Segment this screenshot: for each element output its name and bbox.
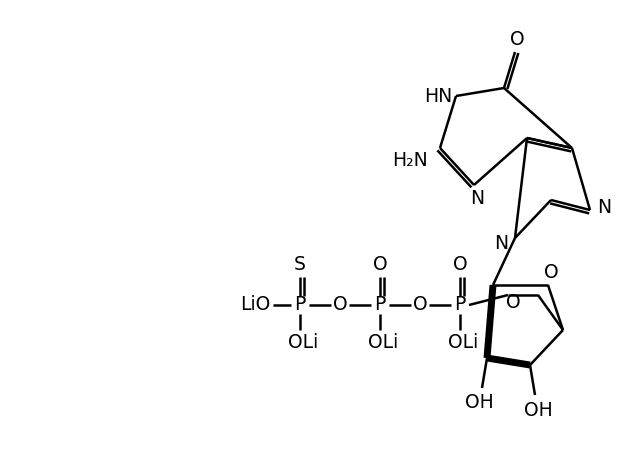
Text: OLi: OLi: [288, 333, 318, 353]
Text: O: O: [506, 294, 520, 313]
Text: N: N: [597, 199, 611, 218]
Text: HN: HN: [424, 87, 452, 106]
Text: O: O: [544, 262, 558, 282]
Text: N: N: [470, 189, 484, 208]
Text: OH: OH: [524, 401, 552, 420]
Text: P: P: [294, 296, 306, 314]
Text: LiO: LiO: [240, 296, 270, 314]
Text: P: P: [454, 296, 466, 314]
Text: OH: OH: [465, 394, 493, 413]
Text: O: O: [509, 30, 524, 49]
Text: O: O: [413, 296, 428, 314]
Text: OLi: OLi: [368, 333, 398, 353]
Text: OLi: OLi: [448, 333, 478, 353]
Text: O: O: [372, 255, 387, 274]
Text: O: O: [333, 296, 348, 314]
Text: H₂N: H₂N: [392, 150, 428, 170]
Text: N: N: [494, 235, 508, 254]
Text: O: O: [452, 255, 467, 274]
Text: S: S: [294, 255, 306, 274]
Text: P: P: [374, 296, 386, 314]
